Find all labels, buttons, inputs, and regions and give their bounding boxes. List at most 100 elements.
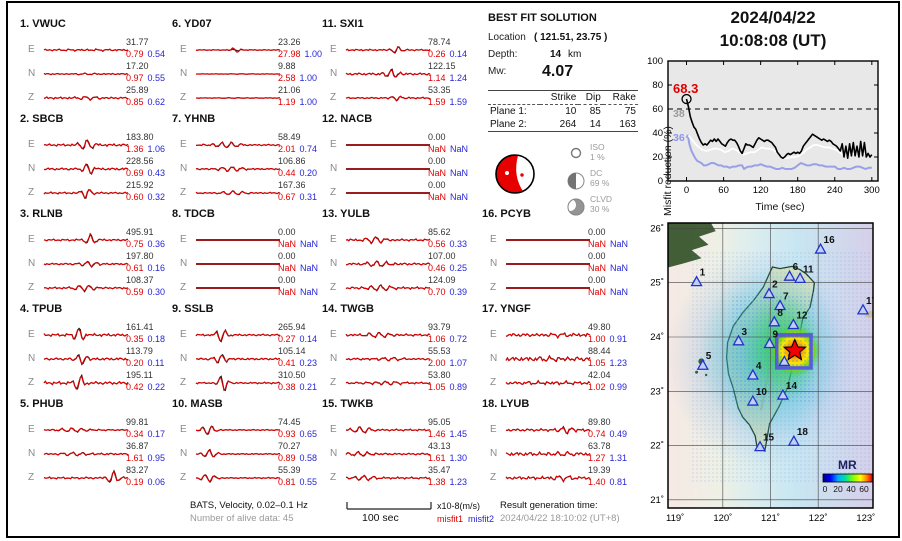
trace-values: 122.15 1.14 1.24	[428, 61, 474, 86]
station-panel-LYUB: 18. LYUB E 89.80 0.74 0.49 N 63.78 1.27 1.31 Z 19.…	[482, 398, 634, 492]
depth-unit: km	[568, 49, 582, 60]
component-row: N 43.13 1.61 1.30	[322, 441, 474, 466]
component-row: E 89.80 0.74 0.49	[482, 417, 634, 442]
series-current	[685, 98, 873, 159]
component-label: N	[490, 448, 498, 459]
component-row: N 113.79 0.20 0.11	[20, 346, 172, 371]
waveform-trace	[345, 380, 431, 386]
misfit2-value: 0.55	[299, 477, 318, 487]
waveform-trace	[43, 469, 129, 483]
component-row: Z 42.04 1.02 0.99	[482, 370, 634, 395]
peak-amplitude: 0.00	[278, 275, 296, 285]
depth-label: Depth:	[488, 49, 518, 60]
station-number: 9	[773, 330, 779, 341]
trace-values: 195.11 0.42 0.22	[126, 370, 172, 395]
component-row: N 17.20 0.97 0.55	[20, 61, 172, 86]
trace-values: 161.41 0.35 0.18	[126, 322, 172, 347]
component-label: N	[330, 448, 338, 459]
waveform-trace	[43, 139, 129, 150]
misfit2-value: 0.55	[147, 73, 166, 83]
misfit1-value: 1.06	[428, 334, 446, 344]
trace-values: 0.00 NaN NaN	[428, 132, 474, 157]
station-triangle-icon	[787, 318, 800, 330]
waveform-trace	[43, 232, 129, 244]
clvd-icon	[567, 198, 585, 216]
component-row: E 85.62 0.56 0.33	[322, 227, 474, 252]
station-number: 12	[796, 311, 808, 322]
waveform-trace	[43, 163, 129, 175]
misfit2-legend-label: misfit2	[468, 514, 495, 524]
chart-frame	[667, 60, 879, 182]
component-row: N 122.15 1.14 1.24	[322, 61, 474, 86]
waveform-trace	[196, 96, 281, 99]
misfit1-value: 1.05	[428, 382, 446, 392]
waveform-trace	[505, 332, 591, 340]
station-triangle-icon	[746, 368, 759, 380]
component-label: E	[490, 424, 497, 435]
component-label: E	[28, 44, 35, 55]
misfit2-value: 1.07	[449, 358, 468, 368]
component-label: Z	[180, 92, 187, 103]
misfit1-value: 1.46	[428, 429, 446, 439]
misfit-chart-svg: 0 60 120 180 240 300 0 20 40 60 80 100 68.3 38 36	[647, 56, 880, 196]
waveform-trace	[43, 72, 129, 76]
misfit2-value: 0.89	[449, 382, 468, 392]
misfit2-value: 0.18	[147, 334, 166, 344]
misfit1-value: 2.01	[278, 144, 296, 154]
peak-amplitude: 36.87	[126, 441, 149, 451]
dc-label: DC	[590, 168, 603, 178]
mw-value: 4.07	[542, 63, 574, 80]
peak-amplitude: 215.92	[126, 180, 154, 190]
component-row: N 0.00 NaN NaN	[482, 251, 634, 276]
iso-pct: 1 %	[590, 152, 605, 162]
component-label: N	[490, 353, 498, 364]
misfit1-value: 1.27	[588, 453, 606, 463]
misfit1-value: 0.97	[126, 73, 144, 83]
station-triangle-icon	[814, 242, 827, 254]
waveform-trace	[505, 379, 591, 386]
misfit1-value: 1.40	[588, 477, 606, 487]
misfit2-value: NaN	[450, 192, 469, 202]
trace-values: 36.87 1.61 0.95	[126, 441, 172, 466]
observed-waveform	[43, 373, 129, 390]
misfit1-value: 0.34	[126, 429, 144, 439]
waveform-trace	[43, 327, 129, 341]
component-label: Z	[330, 282, 337, 293]
waveform-trace	[345, 45, 431, 54]
trace-values: 70.27 0.89 0.58	[278, 441, 324, 466]
waveform-trace	[195, 375, 281, 392]
station-panel-MASB: 10. MASB E 74.45 0.93 0.65 N 70.27 0.89 0.58 Z 55.…	[172, 398, 324, 492]
trace-values: 55.53 2.00 1.07	[428, 346, 474, 371]
misfit1-value: 1.00	[588, 334, 606, 344]
component-label: E	[330, 44, 337, 55]
x-tick-label: 120	[753, 185, 769, 196]
search-region-box	[774, 333, 813, 370]
component-row: N 228.56 0.69 0.43	[20, 156, 172, 181]
misfit2-value: 0.14	[299, 334, 318, 344]
lon-tick-label: 123˚	[856, 513, 875, 524]
misfit2-value: 0.91	[609, 334, 628, 344]
component-row: N 63.78 1.27 1.31	[482, 441, 634, 466]
station-triangle-icon	[787, 434, 800, 446]
misfit1-value: 0.61	[126, 263, 144, 273]
synthetic-waveform	[43, 96, 129, 101]
misfit1-value: 1.61	[428, 453, 446, 463]
trace-values: 0.00 NaN NaN	[588, 227, 634, 252]
misfit1-value: 1.19	[278, 97, 296, 107]
station-number: 17	[866, 296, 878, 307]
peak-amplitude: 88.44	[588, 346, 611, 356]
table-row: Plane 1: 10 85 75	[488, 104, 638, 118]
misfit2-value: 0.99	[609, 382, 628, 392]
observed-waveform	[43, 232, 129, 244]
component-label: E	[330, 329, 337, 340]
peak-amplitude: 0.00	[278, 251, 296, 261]
peak-amplitude: 265.94	[278, 322, 306, 332]
component-row: E 49.80 1.00 0.91	[482, 322, 634, 347]
station-number: 6	[793, 262, 799, 273]
misfit1-value: 0.44	[278, 168, 296, 178]
synthetic-waveform	[345, 260, 431, 268]
component-row: Z 55.39 0.81 0.55	[172, 465, 324, 490]
waveform-trace	[345, 356, 431, 362]
component-label: N	[28, 258, 36, 269]
component-row: Z 0.00 NaN NaN	[172, 275, 324, 300]
